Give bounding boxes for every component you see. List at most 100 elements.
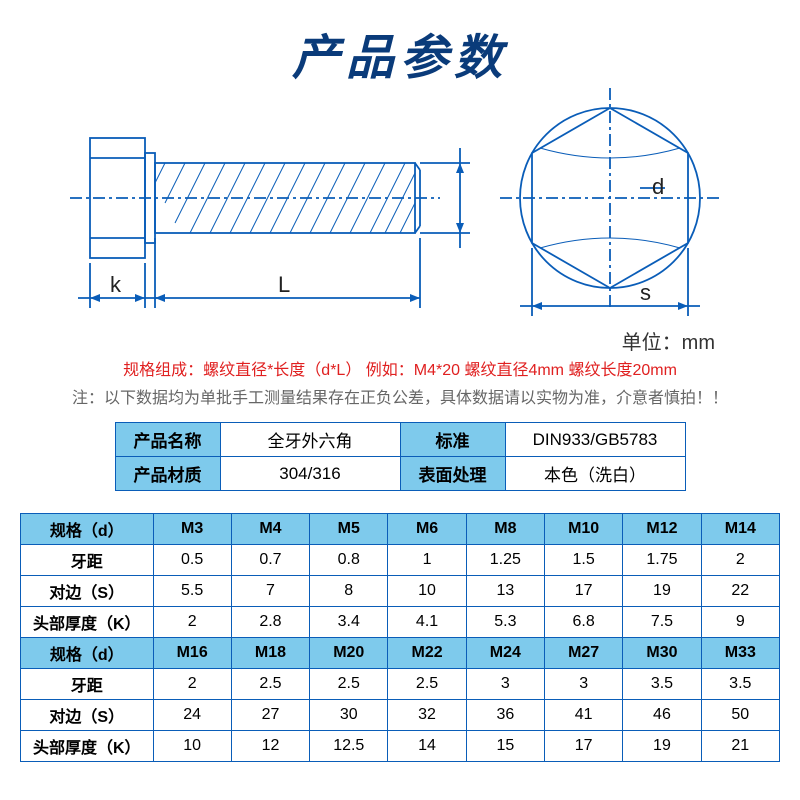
spec-cell: 50 bbox=[701, 700, 779, 731]
spec-col-header: M18 bbox=[231, 638, 309, 669]
spec-row-label: 对边（S） bbox=[21, 700, 154, 731]
spec-cell: 21 bbox=[701, 731, 779, 762]
spec-row-label: 头部厚度（K） bbox=[21, 607, 154, 638]
bolt-diagram: k L d s bbox=[0, 88, 800, 348]
spec-row-label: 牙距 bbox=[21, 545, 154, 576]
spec-col-header: M16 bbox=[153, 638, 231, 669]
spec-cell: 3.5 bbox=[701, 669, 779, 700]
spec-row-label: 对边（S） bbox=[21, 576, 154, 607]
note-red: 规格组成：螺纹直径*长度（d*L） 例如：M4*20 螺纹直径4mm 螺纹长度2… bbox=[0, 356, 800, 380]
spec-cell: 3 bbox=[466, 669, 544, 700]
spec-cell: 2.5 bbox=[310, 669, 388, 700]
spec-col-header: M5 bbox=[310, 514, 388, 545]
table-row: 头部厚度（K）101212.51415171921 bbox=[21, 731, 780, 762]
spec-col-header: M4 bbox=[231, 514, 309, 545]
spec-col-header: M3 bbox=[153, 514, 231, 545]
spec-cell: 9 bbox=[701, 607, 779, 638]
info-value: DIN933/GB5783 bbox=[505, 423, 685, 457]
spec-cell: 22 bbox=[701, 576, 779, 607]
spec-cell: 2 bbox=[701, 545, 779, 576]
diagram-area: k L d s 单位：mm bbox=[0, 88, 800, 348]
spec-row-label: 牙距 bbox=[21, 669, 154, 700]
spec-cell: 17 bbox=[545, 731, 623, 762]
spec-cell: 1.75 bbox=[623, 545, 701, 576]
spec-cell: 0.8 bbox=[310, 545, 388, 576]
spec-header-label: 规格（d） bbox=[21, 638, 154, 669]
spec-cell: 3.4 bbox=[310, 607, 388, 638]
info-label: 表面处理 bbox=[400, 457, 505, 491]
spec-cell: 2 bbox=[153, 607, 231, 638]
info-label: 产品材质 bbox=[115, 457, 220, 491]
spec-col-header: M6 bbox=[388, 514, 466, 545]
spec-col-header: M10 bbox=[545, 514, 623, 545]
spec-cell: 1.5 bbox=[545, 545, 623, 576]
dim-d-label: d bbox=[652, 174, 664, 199]
spec-cell: 14 bbox=[388, 731, 466, 762]
info-table: 产品名称 全牙外六角 标准 DIN933/GB5783 产品材质 304/316… bbox=[115, 422, 686, 491]
spec-cell: 12 bbox=[231, 731, 309, 762]
spec-cell: 0.5 bbox=[153, 545, 231, 576]
spec-cell: 24 bbox=[153, 700, 231, 731]
unit-label: 单位：mm bbox=[622, 326, 715, 355]
spec-cell: 27 bbox=[231, 700, 309, 731]
spec-col-header: M12 bbox=[623, 514, 701, 545]
spec-col-header: M30 bbox=[623, 638, 701, 669]
table-row: 规格（d）M16M18M20M22M24M27M30M33 bbox=[21, 638, 780, 669]
info-value: 全牙外六角 bbox=[220, 423, 400, 457]
spec-header-label: 规格（d） bbox=[21, 514, 154, 545]
info-value: 本色（洗白） bbox=[505, 457, 685, 491]
spec-cell: 2 bbox=[153, 669, 231, 700]
spec-cell: 8 bbox=[310, 576, 388, 607]
spec-cell: 4.1 bbox=[388, 607, 466, 638]
spec-cell: 1 bbox=[388, 545, 466, 576]
spec-cell: 2.8 bbox=[231, 607, 309, 638]
table-row: 产品名称 全牙外六角 标准 DIN933/GB5783 bbox=[115, 423, 685, 457]
spec-cell: 7.5 bbox=[623, 607, 701, 638]
spec-row-label: 头部厚度（K） bbox=[21, 731, 154, 762]
spec-cell: 17 bbox=[545, 576, 623, 607]
spec-col-header: M24 bbox=[466, 638, 544, 669]
table-row: 对边（S）5.5781013171922 bbox=[21, 576, 780, 607]
info-label: 标准 bbox=[400, 423, 505, 457]
spec-cell: 32 bbox=[388, 700, 466, 731]
table-row: 对边（S）2427303236414650 bbox=[21, 700, 780, 731]
spec-cell: 19 bbox=[623, 731, 701, 762]
spec-col-header: M8 bbox=[466, 514, 544, 545]
spec-cell: 3 bbox=[545, 669, 623, 700]
table-row: 产品材质 304/316 表面处理 本色（洗白） bbox=[115, 457, 685, 491]
dim-s-label: s bbox=[640, 280, 651, 305]
spec-cell: 41 bbox=[545, 700, 623, 731]
spec-cell: 19 bbox=[623, 576, 701, 607]
spec-cell: 13 bbox=[466, 576, 544, 607]
spec-col-header: M33 bbox=[701, 638, 779, 669]
spec-cell: 5.5 bbox=[153, 576, 231, 607]
spec-cell: 6.8 bbox=[545, 607, 623, 638]
spec-cell: 1.25 bbox=[466, 545, 544, 576]
dim-L-label: L bbox=[278, 272, 290, 297]
table-row: 牙距22.52.52.5333.53.5 bbox=[21, 669, 780, 700]
info-value: 304/316 bbox=[220, 457, 400, 491]
spec-col-header: M27 bbox=[545, 638, 623, 669]
spec-cell: 10 bbox=[153, 731, 231, 762]
table-row: 头部厚度（K）22.83.44.15.36.87.59 bbox=[21, 607, 780, 638]
table-row: 牙距0.50.70.811.251.51.752 bbox=[21, 545, 780, 576]
spec-cell: 7 bbox=[231, 576, 309, 607]
table-row: 规格（d）M3M4M5M6M8M10M12M14 bbox=[21, 514, 780, 545]
spec-col-header: M14 bbox=[701, 514, 779, 545]
dim-k-label: k bbox=[110, 272, 122, 297]
spec-cell: 30 bbox=[310, 700, 388, 731]
spec-cell: 10 bbox=[388, 576, 466, 607]
info-label: 产品名称 bbox=[115, 423, 220, 457]
spec-cell: 46 bbox=[623, 700, 701, 731]
spec-table: 规格（d）M3M4M5M6M8M10M12M14牙距0.50.70.811.25… bbox=[20, 513, 780, 762]
spec-cell: 15 bbox=[466, 731, 544, 762]
page-title: 产品参数 bbox=[0, 0, 800, 88]
spec-cell: 12.5 bbox=[310, 731, 388, 762]
spec-col-header: M22 bbox=[388, 638, 466, 669]
spec-col-header: M20 bbox=[310, 638, 388, 669]
spec-cell: 2.5 bbox=[231, 669, 309, 700]
spec-cell: 2.5 bbox=[388, 669, 466, 700]
spec-cell: 0.7 bbox=[231, 545, 309, 576]
spec-cell: 5.3 bbox=[466, 607, 544, 638]
spec-cell: 36 bbox=[466, 700, 544, 731]
